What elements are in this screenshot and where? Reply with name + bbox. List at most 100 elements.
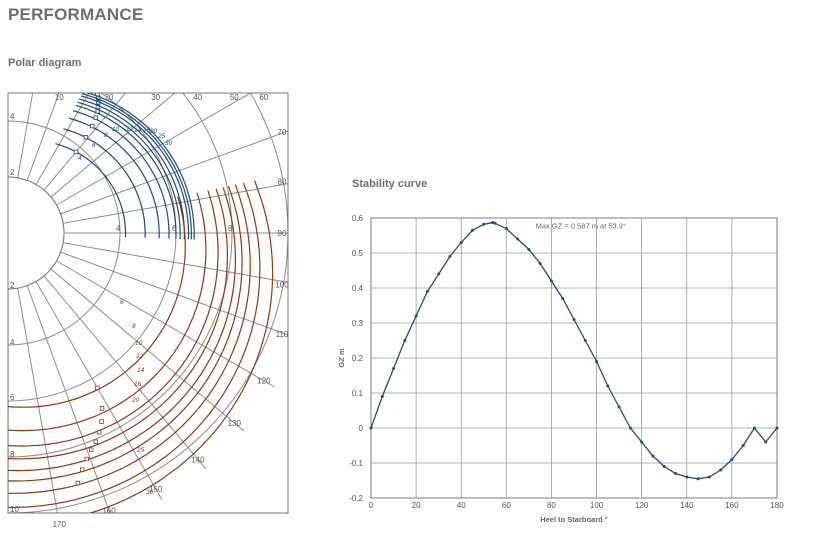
polar-angle-label: 110 — [276, 330, 289, 339]
stability-xtick-label: 40 — [457, 501, 466, 510]
stability-gz-point — [696, 477, 700, 481]
polar-upwind-wind-label: 4 — [78, 155, 82, 162]
polar-upwind-curve — [72, 110, 170, 239]
stability-xtick-label: 100 — [590, 501, 604, 510]
polar-upwind-curve — [75, 104, 177, 239]
stability-gz-point — [730, 458, 734, 461]
stability-gz-point — [583, 339, 587, 342]
polar-downwind-wind-label: 20 — [131, 397, 140, 404]
stability-ytick-label: 0 — [359, 424, 364, 433]
polar-upwind-marker — [93, 115, 99, 120]
stability-grid — [370, 217, 778, 499]
polar-upwind-wind-label: 20 — [149, 128, 158, 135]
polar-downwind-marker — [75, 480, 81, 486]
polar-upwind-marker — [83, 134, 89, 140]
stability-xtick-label: 180 — [770, 501, 784, 510]
stability-ytick-label: 0.6 — [352, 214, 364, 223]
polar-angle-ray — [35, 93, 90, 185]
polar-angle-label: 30 — [151, 93, 160, 102]
polar-angle-ray — [26, 93, 60, 181]
polar-downwind-wind-label: 25 — [136, 447, 145, 454]
polar-downwind-curve — [8, 190, 219, 447]
stability-gz-point — [392, 367, 396, 370]
stability-gz-point — [504, 227, 508, 230]
stability-ytick-label: 0.4 — [352, 284, 364, 293]
stability-plot-frame — [370, 217, 778, 499]
stability-gz-point — [775, 426, 779, 430]
stability-xtick-label: 0 — [369, 501, 374, 510]
polar-angle-label: 70 — [278, 128, 287, 137]
polar-center-disc — [8, 176, 65, 290]
polar-downwind-curve — [8, 196, 186, 408]
polar-upwind-wind-label: 16 — [143, 127, 151, 134]
stability-y-axis-label: GZ m — [337, 348, 346, 367]
stability-gz-point — [437, 272, 441, 276]
polar-downwind-marker — [79, 467, 85, 472]
polar-downwind-curve — [8, 192, 207, 432]
stability-ytick-label: -0.2 — [349, 494, 363, 503]
stability-gz-point — [403, 339, 407, 342]
polar-angle-ray — [60, 251, 288, 336]
stability-xtick-label: 80 — [547, 501, 556, 510]
stability-gz-point — [561, 297, 565, 300]
stability-gz-point — [414, 314, 418, 318]
polar-angle-label: 50 — [230, 93, 239, 102]
stability-ytick-label: 0.5 — [352, 249, 364, 258]
stability-gz-point — [516, 237, 520, 241]
polar-upwind-curve — [77, 101, 181, 240]
polar-upwind-wind-label: 8 — [104, 132, 108, 139]
polar-upwind-curve — [85, 93, 195, 240]
polar-upwind-curve — [79, 98, 186, 240]
polar-upwind-curve — [81, 93, 193, 240]
polar-downwind-curve — [8, 182, 261, 509]
stability-gz-point — [527, 248, 531, 251]
polar-angle-ray — [43, 93, 127, 191]
polar-radius-label-upwind: 4 — [10, 112, 15, 121]
stability-xtick-label: 20 — [412, 501, 421, 510]
polar-angle-ray — [56, 93, 252, 206]
stability-gz-point — [425, 290, 429, 293]
polar-angle-label: 170 — [53, 520, 67, 529]
stability-gz-point — [493, 221, 497, 225]
stability-gz-point — [674, 472, 677, 475]
polar-angle-label: 60 — [259, 93, 268, 102]
polar-radius-label-upwind: 2 — [10, 168, 15, 177]
polar-angle-ray — [17, 93, 34, 178]
polar-angle-label: 130 — [228, 419, 242, 428]
stability-ytick-label: 0.2 — [352, 354, 364, 363]
stability-xtick-label: 140 — [680, 501, 694, 510]
polar-downwind-marker — [88, 447, 94, 452]
stability-gz-point — [741, 444, 745, 447]
stability-gz-point — [491, 221, 495, 225]
stability-gz-point — [651, 454, 655, 458]
polar-angle-label: 40 — [193, 93, 202, 102]
stability-gz-point — [549, 279, 553, 283]
polar-angle-ray — [50, 93, 176, 198]
polar-downwind-wind-label: 12 — [136, 353, 144, 360]
polar-upwind-wind-label: 10 — [112, 126, 120, 133]
polar-downwind-wind-label: 6 — [120, 299, 124, 306]
polar-radius-label-beam: 4 — [116, 224, 121, 233]
polar-upwind-curve — [80, 95, 190, 240]
page-title: PERFORMANCE — [8, 5, 144, 24]
polar-downwind-marker — [95, 385, 100, 391]
polar-downwind-curve — [88, 180, 274, 513]
polar-plot-area — [8, 93, 288, 513]
polar-downwind-marker — [97, 430, 102, 435]
stability-max-gz-annotation: Max GZ = 0.587 m at 53.9° — [536, 222, 626, 231]
stability-x-axis-label: Heel to Starboard ° — [540, 515, 608, 524]
polar-angle-label: 90 — [278, 229, 287, 238]
polar-angle-label: 20 — [105, 93, 114, 102]
polar-angle-label: 160 — [102, 507, 116, 516]
stability-xtick-label: 60 — [502, 501, 511, 510]
polar-angle-label: 100 — [275, 280, 289, 289]
polar-radius-label-downwind: 8 — [10, 450, 15, 459]
stability-gz-point — [606, 384, 610, 388]
polar-downwind-wind-label: 30 — [146, 489, 154, 496]
polar-upwind-wind-label: 25 — [157, 133, 166, 140]
stability-gz-point — [595, 360, 599, 363]
polar-downwind-marker — [84, 456, 89, 462]
polar-downwind-wind-label: 16 — [134, 381, 142, 388]
